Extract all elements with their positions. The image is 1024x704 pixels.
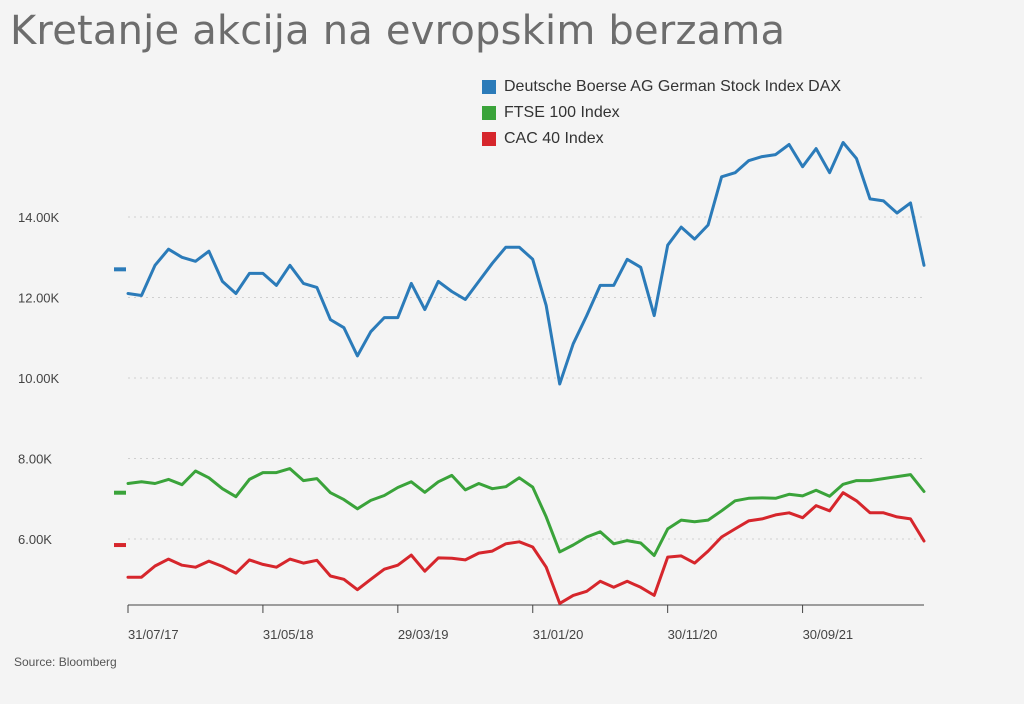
y-tick-label: 10.00K (18, 371, 60, 386)
legend-swatch-dax (482, 80, 496, 94)
legend-item-dax: Deutsche Boerse AG German Stock Index DA… (482, 74, 841, 100)
x-tick-label: 31/05/18 (263, 627, 314, 642)
y-tick-label: 12.00K (18, 291, 60, 306)
series-line-1 (126, 467, 926, 557)
chart-title: Kretanje akcija na evropskim berzama (10, 8, 786, 54)
legend-item-cac: CAC 40 Index (482, 126, 841, 152)
y-tick-label: 8.00K (18, 452, 52, 467)
series-line-0 (126, 141, 926, 386)
x-tick-label: 30/09/21 (803, 627, 854, 642)
x-tick-label: 30/11/20 (668, 627, 718, 642)
x-tick-label: 29/03/19 (398, 627, 449, 642)
legend-label-ftse: FTSE 100 Index (504, 104, 620, 121)
y-tick-label: 14.00K (18, 210, 60, 225)
y-tick-label: 6.00K (18, 532, 52, 547)
legend: Deutsche Boerse AG German Stock Index DA… (482, 74, 841, 152)
legend-label-cac: CAC 40 Index (504, 130, 604, 147)
x-tick-label: 31/01/20 (533, 627, 584, 642)
legend-label-dax: Deutsche Boerse AG German Stock Index DA… (504, 78, 842, 95)
source-note: Source: Bloomberg (14, 655, 117, 669)
legend-item-ftse: FTSE 100 Index (482, 100, 841, 126)
legend-swatch-cac (482, 132, 496, 146)
x-tick-label: 31/07/17 (128, 627, 179, 642)
legend-swatch-ftse (482, 106, 496, 120)
series-line-2 (126, 491, 926, 605)
